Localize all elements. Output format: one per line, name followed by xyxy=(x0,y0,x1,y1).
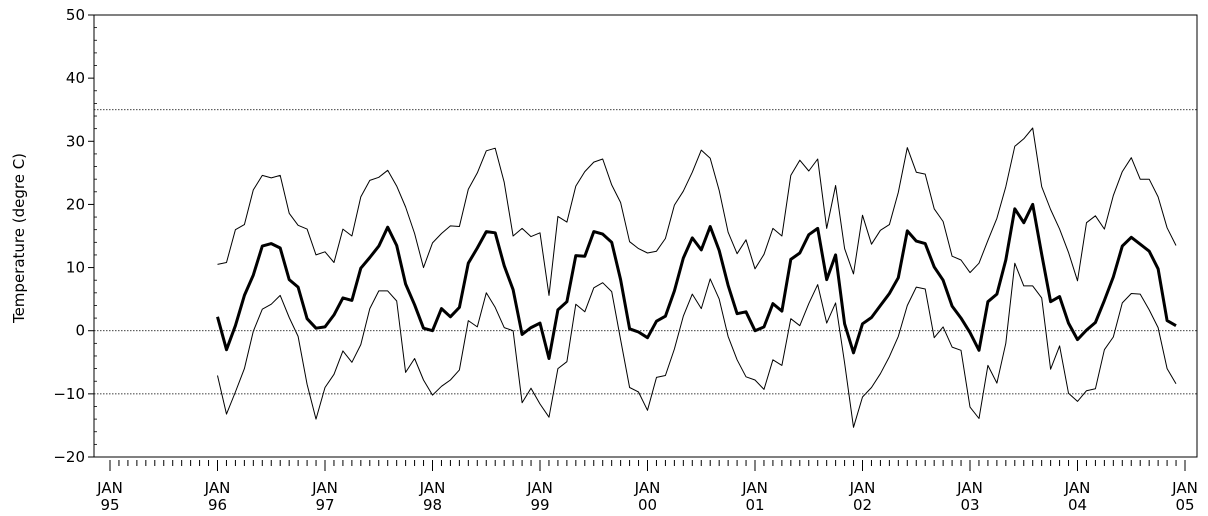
y-tick-label-2: 0 xyxy=(75,322,85,340)
x-tick-label-month-5: JAN xyxy=(634,479,661,497)
x-tick-label-year-3: 98 xyxy=(423,496,442,514)
series-line-thin-2 xyxy=(217,262,1177,428)
series-line-thick-1 xyxy=(216,202,1177,360)
y-tick-label-6: 40 xyxy=(66,69,85,87)
x-tick-label-month-9: JAN xyxy=(1064,479,1091,497)
x-tick-label-year-7: 02 xyxy=(853,496,872,514)
x-tick-label-year-0: 95 xyxy=(100,496,119,514)
y-tick-label-4: 20 xyxy=(66,195,85,213)
plot-frame xyxy=(93,14,1198,458)
y-tick-label-3: 10 xyxy=(66,259,85,277)
x-tick-label-year-6: 01 xyxy=(745,496,764,514)
x-tick-label-year-1: 96 xyxy=(208,496,227,514)
y-axis: −20 −10 0 10 20 30 40 50 xyxy=(53,6,97,466)
x-tick-label-year-4: 99 xyxy=(530,496,549,514)
x-tick-label-month-4: JAN xyxy=(526,479,553,497)
y-tick-label-5: 30 xyxy=(66,132,85,150)
reference-lines xyxy=(94,109,1197,395)
x-tick-label-month-6: JAN xyxy=(741,479,768,497)
y-tick-label-1: −10 xyxy=(53,385,85,403)
x-tick-label-month-7: JAN xyxy=(849,479,876,497)
y-tick-label-7: 50 xyxy=(66,6,85,24)
series-line-thin-0 xyxy=(217,127,1177,296)
y-tick-label-0: −20 xyxy=(53,448,85,466)
x-tick-label-month-2: JAN xyxy=(311,479,338,497)
x-tick-label-month-3: JAN xyxy=(419,479,446,497)
series-layer xyxy=(216,127,1177,428)
x-tick-label-year-9: 04 xyxy=(1068,496,1087,514)
x-tick-label-year-5: 00 xyxy=(638,496,657,514)
x-tick-label-month-10: JAN xyxy=(1171,479,1198,497)
x-tick-label-month-1: JAN xyxy=(204,479,231,497)
x-tick-label-year-2: 97 xyxy=(315,496,334,514)
x-tick-label-year-10: 05 xyxy=(1175,496,1194,514)
x-tick-label-month-0: JAN xyxy=(96,479,123,497)
y-axis-title: Temperature (degre C) xyxy=(10,153,28,324)
x-tick-label-month-8: JAN xyxy=(956,479,983,497)
x-tick-label-year-8: 03 xyxy=(960,496,979,514)
x-axis: JAN95JAN96JAN97JAN98JAN99JAN00JAN01JAN02… xyxy=(96,460,1198,514)
